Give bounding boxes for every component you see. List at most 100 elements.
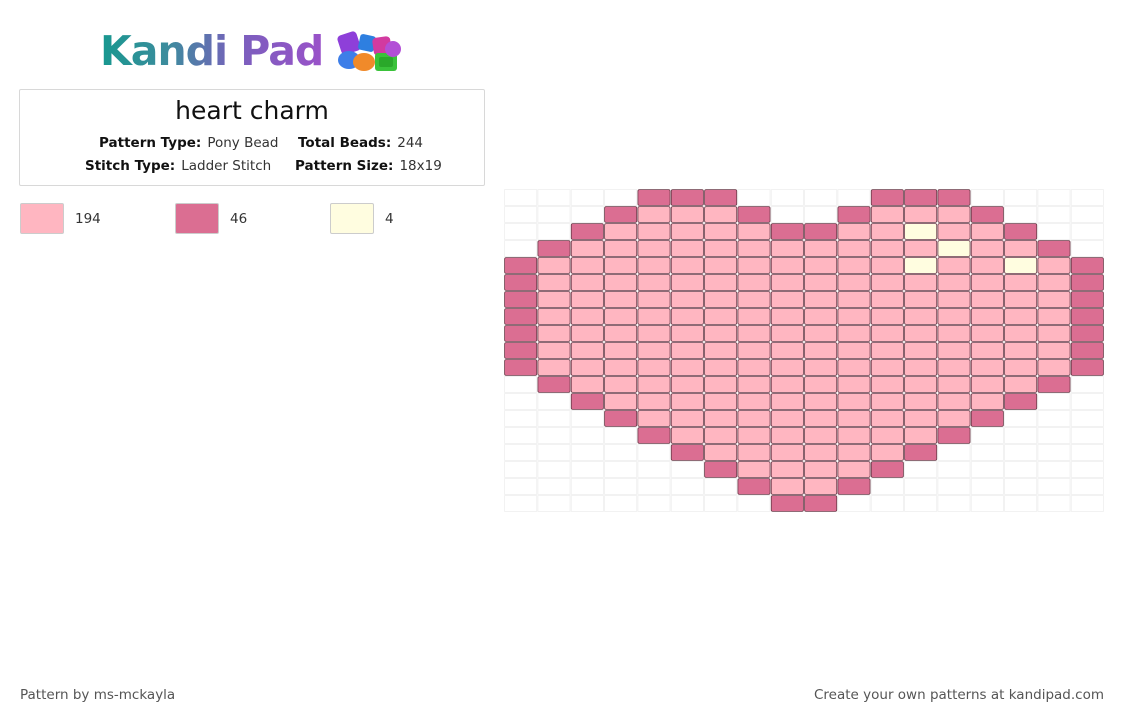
bead-cell — [1037, 291, 1071, 308]
empty-cell — [970, 461, 1004, 478]
bead-cell — [870, 444, 904, 461]
bead-cell — [770, 325, 804, 342]
bead-cell — [570, 325, 604, 342]
empty-cell — [1037, 393, 1071, 410]
empty-cell — [904, 495, 938, 512]
bead-cell — [870, 240, 904, 257]
empty-cell — [537, 393, 571, 410]
bead-cell — [604, 342, 638, 359]
empty-cell — [970, 444, 1004, 461]
bead-cell — [804, 291, 838, 308]
bead-cell — [704, 223, 738, 240]
bead-cell — [737, 376, 771, 393]
empty-cell — [1037, 223, 1071, 240]
bead-cell — [870, 291, 904, 308]
create-patterns-link[interactable]: Create your own patterns at kandipad.com — [814, 687, 1104, 703]
empty-cell — [1070, 189, 1104, 206]
empty-cell — [770, 189, 804, 206]
empty-cell — [1004, 189, 1038, 206]
bead-cell — [804, 461, 838, 478]
bead-cell — [637, 427, 671, 444]
bead-cell — [737, 444, 771, 461]
bead-cell — [870, 393, 904, 410]
bead-cell — [670, 444, 704, 461]
bead-cell — [537, 291, 571, 308]
bead-cell — [704, 308, 738, 325]
bead-cell — [737, 359, 771, 376]
empty-cell — [737, 495, 771, 512]
bead-cell — [570, 223, 604, 240]
bead-cell — [604, 410, 638, 427]
bead-cell — [837, 376, 871, 393]
stitch-type-label: Stitch Type: — [85, 158, 176, 174]
bead-cell — [537, 257, 571, 274]
bead-cell — [637, 410, 671, 427]
empty-cell — [504, 376, 538, 393]
bead-cell — [804, 444, 838, 461]
bead-cell — [704, 410, 738, 427]
bead-cell — [737, 393, 771, 410]
bead-cell — [870, 410, 904, 427]
empty-cell — [870, 478, 904, 495]
bead-cell — [637, 376, 671, 393]
bead-cell — [837, 427, 871, 444]
bead-cell — [837, 308, 871, 325]
bead-cell — [937, 274, 971, 291]
empty-cell — [837, 495, 871, 512]
bead-cell — [670, 291, 704, 308]
bead-cell — [1070, 359, 1104, 376]
bead-cell — [737, 308, 771, 325]
bead-cell — [570, 291, 604, 308]
bead-cell — [970, 410, 1004, 427]
bead-cell — [570, 274, 604, 291]
empty-cell — [1037, 410, 1071, 427]
empty-cell — [937, 444, 971, 461]
empty-cell — [504, 410, 538, 427]
bead-cell — [704, 291, 738, 308]
bead-cell — [804, 257, 838, 274]
bead-cell — [737, 291, 771, 308]
empty-cell — [504, 206, 538, 223]
bead-cell — [670, 410, 704, 427]
empty-cell — [504, 240, 538, 257]
bead-cell — [1037, 257, 1071, 274]
bead-cell — [737, 240, 771, 257]
bead-cell — [737, 427, 771, 444]
empty-cell — [1004, 461, 1038, 478]
bead-cell — [604, 359, 638, 376]
bead-cell — [837, 478, 871, 495]
bead-cell — [637, 291, 671, 308]
bead-cell — [537, 376, 571, 393]
bead-cell — [804, 410, 838, 427]
brand-logo[interactable]: Kandi Pad — [100, 26, 407, 76]
bead-cell — [870, 274, 904, 291]
empty-cell — [904, 461, 938, 478]
empty-cell — [604, 444, 638, 461]
bead-cell — [837, 257, 871, 274]
empty-cell — [537, 444, 571, 461]
empty-cell — [537, 461, 571, 478]
bead-cell — [970, 376, 1004, 393]
empty-cell — [970, 495, 1004, 512]
empty-cell — [1037, 206, 1071, 223]
bead-cell — [804, 274, 838, 291]
bead-cell — [904, 393, 938, 410]
pattern-type-row: Pattern Type: Pony Bead — [99, 135, 278, 151]
bead-cell — [670, 189, 704, 206]
empty-cell — [704, 478, 738, 495]
bead-cell — [970, 223, 1004, 240]
bead-cell — [1037, 342, 1071, 359]
bead-cell — [670, 240, 704, 257]
brand-name: Kandi Pad — [100, 27, 324, 75]
pattern-credit: Pattern by ms-mckayla — [20, 687, 176, 703]
color-count-cream: 4 — [385, 211, 394, 227]
empty-cell — [1037, 478, 1071, 495]
bead-cell — [637, 359, 671, 376]
bead-cell — [1004, 359, 1038, 376]
empty-cell — [604, 461, 638, 478]
bead-cell — [704, 257, 738, 274]
empty-cell — [1004, 410, 1038, 427]
empty-cell — [504, 393, 538, 410]
empty-cell — [537, 206, 571, 223]
bead-cell — [1037, 308, 1071, 325]
